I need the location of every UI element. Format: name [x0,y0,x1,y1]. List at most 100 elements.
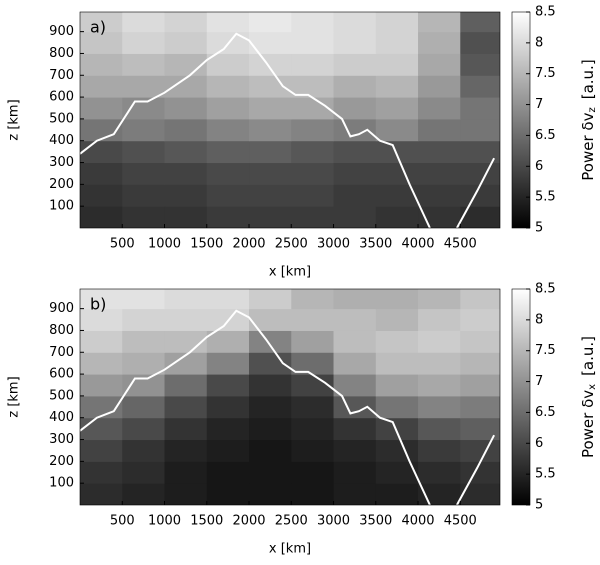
heatmap-cell [80,439,123,462]
x-tick-label: 1000 [148,514,181,529]
heatmap-cell [249,118,292,142]
heatmap-cell [333,483,377,505]
heatmap-cell [122,12,166,33]
heatmap-cell [333,395,377,419]
x-axis-label: x [km] [269,542,311,557]
heatmap-cell [122,289,166,310]
x-tick-label: 3500 [359,237,392,252]
heatmap-cell [80,97,123,120]
heatmap-cell [333,206,377,228]
heatmap-cell [206,140,250,164]
heatmap-cell [206,330,250,353]
heatmap-cell [122,461,166,484]
heatmap-cell [375,97,419,120]
heatmap-cell [375,417,419,441]
heatmap-cell [291,75,335,98]
heatmap-cell [375,483,419,505]
heatmap-cell [375,395,419,419]
heatmap-cell [460,352,500,375]
heatmap-cell [80,374,123,397]
y-tick-label: 300 [49,155,74,170]
colorbar-tick-label: 8.5 [535,282,556,297]
heatmap-cell [80,53,123,76]
heatmap-cell [249,140,292,164]
heatmap-cell [418,118,461,142]
heatmap-cell [249,308,292,331]
heatmap-cell [291,184,335,207]
y-tick-label: 400 [49,410,74,425]
colorbar-tick-label: 6.5 [535,405,556,420]
x-tick-label: 4000 [401,514,434,529]
heatmap-cell [122,97,166,120]
heatmap-cell [333,75,377,98]
y-tick-label: 300 [49,432,74,447]
heatmap-cell [80,31,123,54]
heatmap-cell [333,97,377,120]
heatmap-cell [418,75,461,98]
colorbar-label-unit: [a.u.] [579,336,597,376]
colorbar-tick-label: 7.5 [535,343,556,358]
colorbar-label-text: Power δv [579,390,597,458]
heatmap-cell [249,31,292,54]
profile-line [80,309,495,505]
heatmap-cell [291,417,335,441]
heatmap-cell [80,184,123,207]
heatmap-cell [291,374,335,397]
heatmap-cell [333,352,377,375]
heatmap-cell [249,483,292,505]
heatmap-cell [418,12,461,33]
heatmap-cell [418,289,461,310]
heatmap-cell [418,308,461,331]
y-tick-label: 400 [49,133,74,148]
y-tick-label: 200 [49,454,74,469]
heatmap-cell [164,483,208,505]
heatmap-cell [460,330,500,353]
heatmap-cell [333,308,377,331]
heatmap-cell [80,140,123,164]
colorbar-tick-label: 5.5 [535,467,556,482]
heatmap-cell [375,439,419,462]
heatmap-cell [418,97,461,120]
heatmap-cell [164,206,208,228]
heatmap-cell [206,374,250,397]
panel-label: a) [90,18,106,37]
x-axis-label: x [km] [269,265,311,280]
heatmap-cell [333,53,377,76]
heatmap-cell [291,53,335,76]
heatmap-cell [333,439,377,462]
x-tick-label: 4500 [444,237,477,252]
colorbar-tick-label: 8.5 [535,5,556,20]
heatmap-cell [375,184,419,207]
heatmap-cell [460,31,500,54]
colorbar [511,288,531,506]
heatmap-cell [164,31,208,54]
heatmap-cell [206,439,250,462]
heatmap-cell [249,289,292,310]
colorbar-label: Power δvz [a.u.] [579,59,599,180]
heatmap-cell [122,439,166,462]
heatmap-cell [418,140,461,164]
colorbar-tick-label: 7.5 [535,66,556,81]
heatmap-cell [291,483,335,505]
heatmap-cell [291,330,335,353]
heatmap-cell [80,330,123,353]
heatmap-cell [206,483,250,505]
heatmap-cell [460,75,500,98]
heatmap-cell [460,395,500,419]
heatmap-cell [249,352,292,375]
heatmap-cell [249,417,292,441]
heatmap-cell [164,308,208,331]
heatmap-cell [418,330,461,353]
heatmap-cell [164,417,208,441]
heatmap-cell [80,352,123,375]
heatmap-cell [249,53,292,76]
y-tick-label: 900 [49,24,74,39]
heatmap-cell [460,374,500,397]
heatmap-cell [460,461,500,484]
heatmap-cell [375,330,419,353]
y-tick-label: 100 [49,476,74,491]
y-tick-label: 600 [49,90,74,105]
colorbar-label-text: Power δv [579,112,597,180]
heatmap-cell [122,75,166,98]
heatmap-cell [375,289,419,310]
